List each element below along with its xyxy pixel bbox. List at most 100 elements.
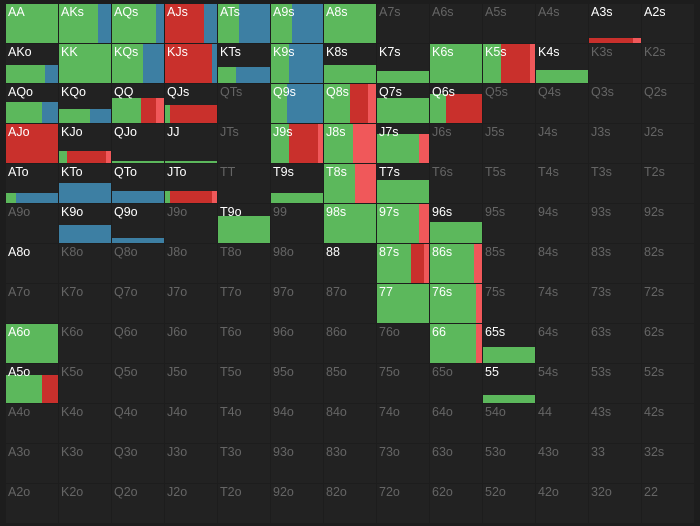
hand-cell-82o[interactable]: 82o	[324, 484, 376, 523]
hand-cell-tt[interactable]: TT	[218, 164, 270, 203]
hand-cell-k7o[interactable]: K7o	[59, 284, 111, 323]
hand-cell-k8o[interactable]: K8o	[59, 244, 111, 283]
hand-cell-74o[interactable]: 74o	[377, 404, 429, 443]
hand-cell-42s[interactable]: 42s	[642, 404, 694, 443]
hand-cell-86s[interactable]: 86s	[430, 244, 482, 283]
hand-cell-65o[interactable]: 65o	[430, 364, 482, 403]
hand-cell-t9o[interactable]: T9o	[218, 204, 270, 243]
hand-cell-64s[interactable]: 64s	[536, 324, 588, 363]
hand-cell-aqs[interactable]: AQs	[112, 4, 164, 43]
hand-cell-a9o[interactable]: A9o	[6, 204, 58, 243]
hand-cell-ajs[interactable]: AJs	[165, 4, 217, 43]
hand-cell-55[interactable]: 55	[483, 364, 535, 403]
hand-cell-k5o[interactable]: K5o	[59, 364, 111, 403]
hand-cell-j9o[interactable]: J9o	[165, 204, 217, 243]
hand-cell-k3s[interactable]: K3s	[589, 44, 641, 83]
hand-cell-j2o[interactable]: J2o	[165, 484, 217, 523]
hand-cell-j8s[interactable]: J8s	[324, 124, 376, 163]
hand-cell-94s[interactable]: 94s	[536, 204, 588, 243]
hand-cell-a2s[interactable]: A2s	[642, 4, 694, 43]
hand-cell-j4s[interactable]: J4s	[536, 124, 588, 163]
hand-cell-98o[interactable]: 98o	[271, 244, 323, 283]
hand-cell-ats[interactable]: ATs	[218, 4, 270, 43]
hand-cell-aqo[interactable]: AQo	[6, 84, 58, 123]
hand-cell-95s[interactable]: 95s	[483, 204, 535, 243]
hand-cell-q2o[interactable]: Q2o	[112, 484, 164, 523]
hand-cell-65s[interactable]: 65s	[483, 324, 535, 363]
hand-cell-kjo[interactable]: KJo	[59, 124, 111, 163]
hand-cell-88[interactable]: 88	[324, 244, 376, 283]
hand-cell-a7s[interactable]: A7s	[377, 4, 429, 43]
hand-cell-93s[interactable]: 93s	[589, 204, 641, 243]
hand-cell-jto[interactable]: JTo	[165, 164, 217, 203]
hand-cell-j3o[interactable]: J3o	[165, 444, 217, 483]
hand-cell-k4s[interactable]: K4s	[536, 44, 588, 83]
hand-cell-87o[interactable]: 87o	[324, 284, 376, 323]
hand-cell-j5o[interactable]: J5o	[165, 364, 217, 403]
hand-cell-82s[interactable]: 82s	[642, 244, 694, 283]
hand-cell-97o[interactable]: 97o	[271, 284, 323, 323]
hand-cell-43s[interactable]: 43s	[589, 404, 641, 443]
hand-cell-t6o[interactable]: T6o	[218, 324, 270, 363]
hand-cell-54o[interactable]: 54o	[483, 404, 535, 443]
hand-cell-73o[interactable]: 73o	[377, 444, 429, 483]
hand-cell-a3s[interactable]: A3s	[589, 4, 641, 43]
hand-cell-t5s[interactable]: T5s	[483, 164, 535, 203]
hand-cell-kts[interactable]: KTs	[218, 44, 270, 83]
hand-cell-52s[interactable]: 52s	[642, 364, 694, 403]
hand-cell-kto[interactable]: KTo	[59, 164, 111, 203]
hand-cell-q5o[interactable]: Q5o	[112, 364, 164, 403]
hand-cell-q5s[interactable]: Q5s	[483, 84, 535, 123]
hand-cell-t8s[interactable]: T8s	[324, 164, 376, 203]
hand-cell-84o[interactable]: 84o	[324, 404, 376, 443]
hand-cell-92o[interactable]: 92o	[271, 484, 323, 523]
hand-cell-98s[interactable]: 98s	[324, 204, 376, 243]
hand-cell-a7o[interactable]: A7o	[6, 284, 58, 323]
hand-cell-85o[interactable]: 85o	[324, 364, 376, 403]
hand-cell-75o[interactable]: 75o	[377, 364, 429, 403]
hand-cell-j7s[interactable]: J7s	[377, 124, 429, 163]
hand-cell-jts[interactable]: JTs	[218, 124, 270, 163]
hand-cell-aks[interactable]: AKs	[59, 4, 111, 43]
hand-cell-64o[interactable]: 64o	[430, 404, 482, 443]
hand-cell-t7o[interactable]: T7o	[218, 284, 270, 323]
hand-cell-k8s[interactable]: K8s	[324, 44, 376, 83]
hand-cell-t4o[interactable]: T4o	[218, 404, 270, 443]
hand-cell-q3o[interactable]: Q3o	[112, 444, 164, 483]
hand-cell-t5o[interactable]: T5o	[218, 364, 270, 403]
hand-cell-k3o[interactable]: K3o	[59, 444, 111, 483]
hand-cell-t6s[interactable]: T6s	[430, 164, 482, 203]
hand-cell-54s[interactable]: 54s	[536, 364, 588, 403]
hand-cell-j8o[interactable]: J8o	[165, 244, 217, 283]
hand-cell-a9s[interactable]: A9s	[271, 4, 323, 43]
hand-cell-76o[interactable]: 76o	[377, 324, 429, 363]
hand-cell-22[interactable]: 22	[642, 484, 694, 523]
hand-cell-a5o[interactable]: A5o	[6, 364, 58, 403]
hand-cell-k2o[interactable]: K2o	[59, 484, 111, 523]
hand-cell-q4s[interactable]: Q4s	[536, 84, 588, 123]
hand-cell-t4s[interactable]: T4s	[536, 164, 588, 203]
hand-cell-a6o[interactable]: A6o	[6, 324, 58, 363]
hand-cell-k9s[interactable]: K9s	[271, 44, 323, 83]
hand-cell-q8s[interactable]: Q8s	[324, 84, 376, 123]
hand-cell-j6s[interactable]: J6s	[430, 124, 482, 163]
hand-cell-t3o[interactable]: T3o	[218, 444, 270, 483]
hand-cell-93o[interactable]: 93o	[271, 444, 323, 483]
hand-cell-a8o[interactable]: A8o	[6, 244, 58, 283]
hand-cell-74s[interactable]: 74s	[536, 284, 588, 323]
hand-cell-87s[interactable]: 87s	[377, 244, 429, 283]
hand-cell-t7s[interactable]: T7s	[377, 164, 429, 203]
hand-cell-75s[interactable]: 75s	[483, 284, 535, 323]
hand-cell-96s[interactable]: 96s	[430, 204, 482, 243]
hand-cell-43o[interactable]: 43o	[536, 444, 588, 483]
hand-cell-j6o[interactable]: J6o	[165, 324, 217, 363]
hand-cell-96o[interactable]: 96o	[271, 324, 323, 363]
hand-cell-53s[interactable]: 53s	[589, 364, 641, 403]
hand-cell-kqs[interactable]: KQs	[112, 44, 164, 83]
hand-cell-qq[interactable]: QQ	[112, 84, 164, 123]
hand-cell-t8o[interactable]: T8o	[218, 244, 270, 283]
hand-cell-63o[interactable]: 63o	[430, 444, 482, 483]
hand-cell-k2s[interactable]: K2s	[642, 44, 694, 83]
hand-cell-kqo[interactable]: KQo	[59, 84, 111, 123]
hand-cell-aa[interactable]: AA	[6, 4, 58, 43]
